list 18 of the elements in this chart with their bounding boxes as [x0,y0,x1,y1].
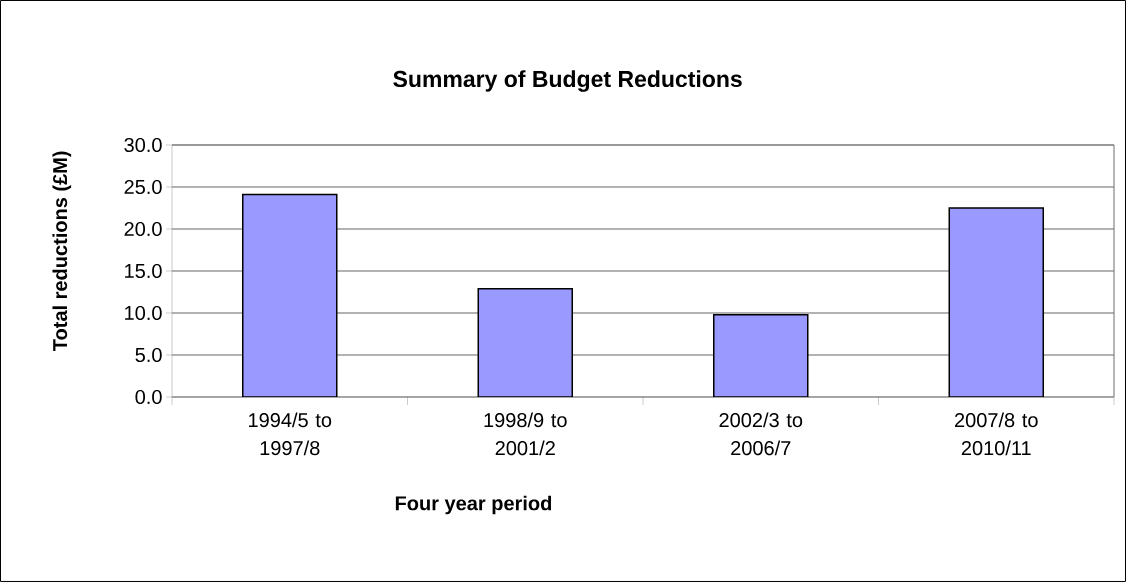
bar [242,193,338,397]
bar [948,207,1045,397]
chart-title: Summary of Budget Reductions [393,70,742,92]
bar [713,313,809,397]
y-tick-label: 5.0 [135,347,162,363]
y-tick-label: 20.0 [124,221,162,237]
x-tick-label: 1998/9 to 2001/2 [484,412,567,456]
y-tick-label: 25.0 [124,179,162,195]
y-tick-label: 10.0 [125,305,162,321]
y-axis-title: Total reductions (£M) [52,151,72,351]
x-axis-title: Four year period [395,495,552,515]
x-tick-label: 1994/5 to 1997/8 [249,412,332,456]
x-tick-label: 2007/8 to 2010/11 [955,412,1038,456]
x-tick-label: 2002/3 to 2006/7 [719,412,803,456]
y-tick-label: 15.0 [125,263,162,279]
bar [477,287,574,397]
y-tick-label: 30.0 [124,137,162,153]
y-tick-label: 0.0 [135,389,162,405]
